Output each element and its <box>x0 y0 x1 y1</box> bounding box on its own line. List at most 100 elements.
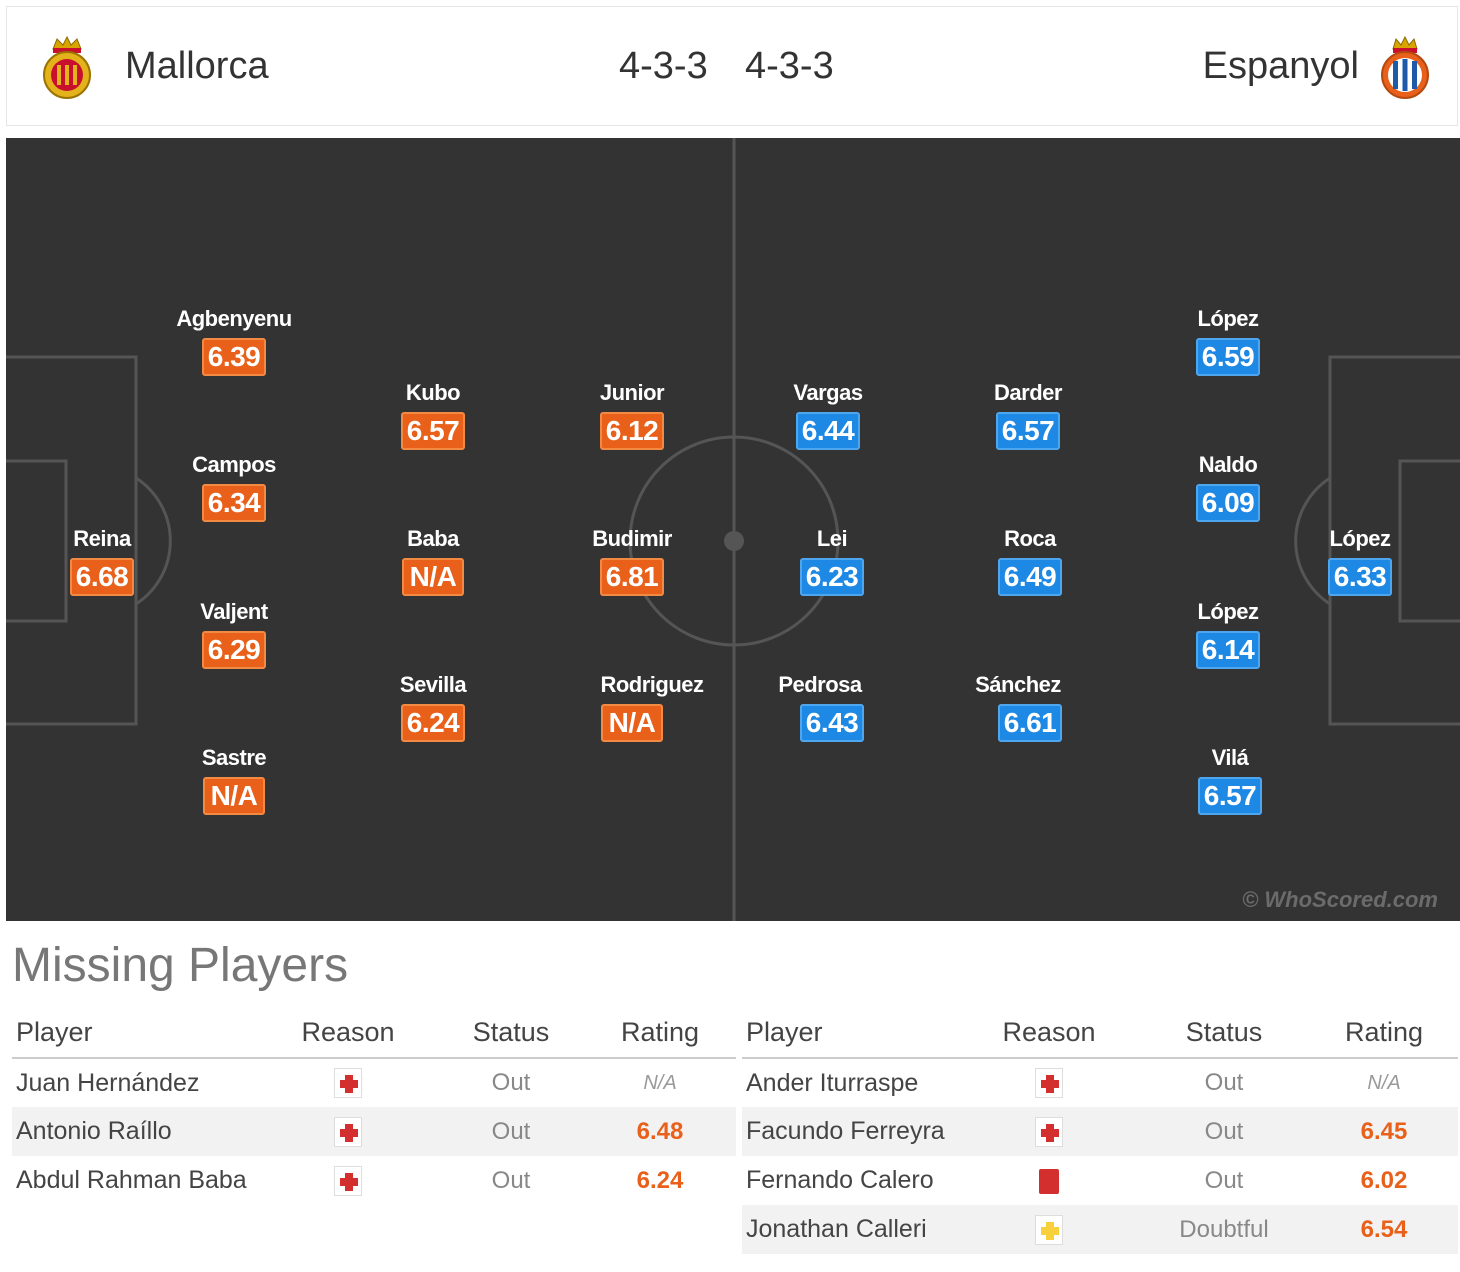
missing-status: Out <box>1204 1166 1244 1194</box>
player-rating-badge: N/A <box>601 704 663 742</box>
missing-status: Out <box>438 1107 584 1156</box>
player-rating-badge: 6.39 <box>201 338 267 376</box>
injury-cross-icon <box>334 1165 362 1196</box>
missing-player-name[interactable]: Facundo Ferreyra <box>742 1107 960 1156</box>
player-rating-badge: 6.29 <box>201 631 267 669</box>
missing-status: Out <box>491 1166 531 1194</box>
player-rating-badge: 6.59 <box>1195 338 1261 376</box>
away-player-card[interactable]: López 6.33 <box>1280 526 1440 596</box>
player-name: Sánchez <box>975 672 1061 697</box>
injury-cross-icon <box>334 1116 362 1147</box>
column-header-rating[interactable]: Rating <box>584 1008 736 1059</box>
player-name: Agbenyenu <box>176 306 292 331</box>
pitch: Reina 6.68 Agbenyenu 6.39 Campos 6.34 Va… <box>6 138 1460 921</box>
column-header-player[interactable]: Player <box>742 1008 960 1059</box>
player-name: Valjent <box>200 599 268 624</box>
player-rating-badge: 6.23 <box>799 558 865 596</box>
player-name: Darder <box>994 380 1062 405</box>
table-row: Juan Hernández Out N/A <box>12 1058 736 1107</box>
missing-player-name[interactable]: Jonathan Calleri <box>742 1205 960 1254</box>
away-player-card[interactable]: López 6.14 <box>1148 599 1308 669</box>
doubtful-cross-icon <box>1035 1214 1063 1245</box>
away-player-card[interactable]: Naldo 6.09 <box>1148 452 1308 522</box>
player-rating-badge: 6.14 <box>1195 631 1261 669</box>
home-player-card[interactable]: Baba N/A <box>353 526 513 596</box>
away-player-card[interactable]: López 6.59 <box>1148 306 1308 376</box>
missing-player-name[interactable]: Abdul Rahman Baba <box>16 1166 247 1194</box>
player-rating-badge: 6.68 <box>69 558 135 596</box>
column-header-status[interactable]: Status <box>1138 1008 1310 1059</box>
player-rating-badge: 6.33 <box>1327 558 1393 596</box>
away-team-name[interactable]: Espanyol <box>1202 45 1359 87</box>
home-player-card[interactable]: Rodriguez N/A <box>572 672 732 742</box>
player-name: Naldo <box>1198 452 1258 477</box>
player-name: Pedrosa <box>778 672 862 697</box>
missing-rating: 6.02 <box>1360 1166 1408 1194</box>
mallorca-crest-icon[interactable] <box>39 35 95 101</box>
missing-rating: 6.45 <box>1310 1107 1458 1156</box>
player-rating-badge: 6.34 <box>201 484 267 522</box>
player-name: Roca <box>1004 526 1056 551</box>
player-rating-badge: 6.57 <box>400 412 466 450</box>
player-rating-badge: 6.61 <box>997 704 1063 742</box>
whoscored-watermark: © WhoScored.com <box>1242 887 1438 912</box>
table-row: Abdul Rahman Baba Out 6.24 <box>12 1156 736 1205</box>
player-rating-badge: 6.24 <box>400 704 466 742</box>
column-header-status[interactable]: Status <box>438 1008 584 1059</box>
missing-status: Out <box>491 1069 531 1096</box>
table-row: Facundo Ferreyra Out 6.45 <box>742 1107 1458 1156</box>
missing-rating: N/A <box>1367 1071 1401 1094</box>
home-player-card[interactable]: Reina 6.68 <box>22 526 182 596</box>
red-card-icon <box>1035 1166 1063 1196</box>
missing-player-name[interactable]: Fernando Calero <box>746 1166 934 1194</box>
missing-rating: N/A <box>643 1071 677 1094</box>
away-player-card[interactable]: Sánchez 6.61 <box>938 672 1098 742</box>
missing-player-name[interactable]: Ander Iturraspe <box>746 1068 919 1097</box>
missing-player-name[interactable]: Antonio Raíllo <box>12 1107 258 1156</box>
away-player-card[interactable]: Vargas 6.44 <box>748 380 908 450</box>
column-header-reason[interactable]: Reason <box>258 1008 438 1059</box>
away-player-card[interactable]: Lei 6.23 <box>752 526 912 596</box>
player-name: Kubo <box>405 380 461 405</box>
player-name: Sevilla <box>399 672 467 697</box>
player-name: Junior <box>599 380 665 405</box>
player-rating-badge: 6.57 <box>1197 777 1263 815</box>
away-formation: 4-3-3 <box>745 45 834 87</box>
pitch-lines <box>6 138 1460 921</box>
espanyol-crest-icon[interactable] <box>1377 35 1433 101</box>
away-player-card[interactable]: Pedrosa 6.43 <box>740 672 900 742</box>
player-name: Sastre <box>201 745 267 770</box>
home-player-card[interactable]: Sevilla 6.24 <box>353 672 513 742</box>
column-header-rating[interactable]: Rating <box>1310 1008 1458 1059</box>
player-rating-badge: 6.12 <box>599 412 665 450</box>
missing-status: Doubtful <box>1138 1205 1310 1254</box>
home-team-name[interactable]: Mallorca <box>125 45 269 87</box>
home-player-card[interactable]: Valjent 6.29 <box>154 599 314 669</box>
player-name: Reina <box>73 526 131 551</box>
table-row: Jonathan Calleri Doubtful 6.54 <box>742 1205 1458 1254</box>
missing-status: Out <box>1204 1069 1244 1096</box>
away-player-card[interactable]: Darder 6.57 <box>948 380 1108 450</box>
home-player-card[interactable]: Kubo 6.57 <box>353 380 513 450</box>
home-player-card[interactable]: Agbenyenu 6.39 <box>154 306 314 376</box>
home-player-card[interactable]: Junior 6.12 <box>552 380 712 450</box>
home-player-card[interactable]: Campos 6.34 <box>154 452 314 522</box>
player-name: Lei <box>816 526 848 551</box>
column-header-reason[interactable]: Reason <box>960 1008 1138 1059</box>
missing-rating: 6.24 <box>636 1166 684 1194</box>
home-player-card[interactable]: Budimir 6.81 <box>552 526 712 596</box>
injury-cross-icon <box>1035 1068 1063 1099</box>
injury-cross-icon <box>1035 1116 1063 1147</box>
player-rating-badge: 6.81 <box>599 558 665 596</box>
player-rating-badge: 6.09 <box>1195 484 1261 522</box>
home-player-card[interactable]: Sastre N/A <box>154 745 314 815</box>
player-name: López <box>1197 306 1259 331</box>
table-row: Ander Iturraspe Out N/A <box>742 1058 1458 1107</box>
away-player-card[interactable]: Roca 6.49 <box>950 526 1110 596</box>
away-player-card[interactable]: Vilá 6.57 <box>1150 745 1310 815</box>
player-rating-badge: 6.44 <box>795 412 861 450</box>
player-name: Budimir <box>592 526 672 551</box>
missing-player-name[interactable]: Juan Hernández <box>16 1068 200 1097</box>
column-header-player[interactable]: Player <box>12 1008 258 1059</box>
missing-status: Out <box>1138 1107 1310 1156</box>
